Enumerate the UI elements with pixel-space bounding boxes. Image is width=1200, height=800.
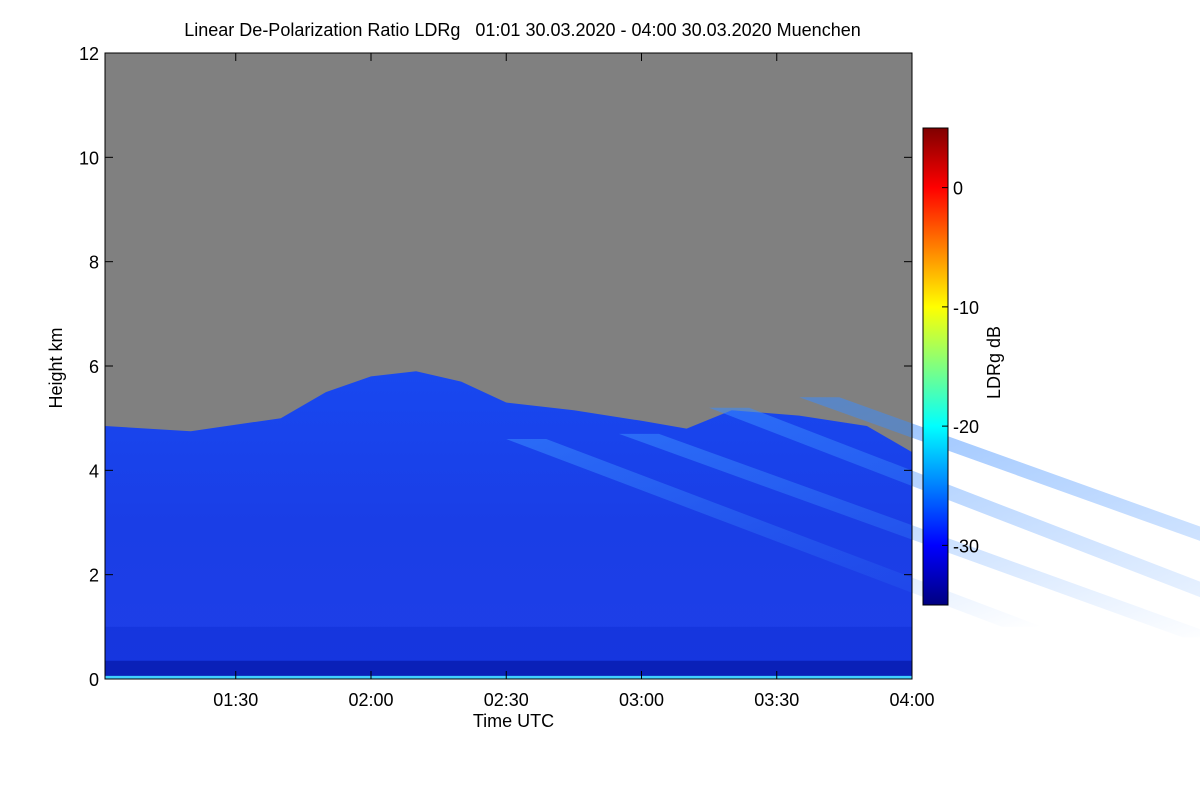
x-tick-label: 01:30 <box>213 690 258 710</box>
x-tick-label: 02:00 <box>348 690 393 710</box>
colorbar-tick-label: -10 <box>953 298 979 318</box>
cloud-region <box>105 371 912 679</box>
fall-streak <box>709 407 1200 598</box>
surface-signal <box>105 675 912 679</box>
chart-title: Linear De-Polarization Ratio LDRg 01:01 … <box>184 20 861 40</box>
colorbar-tick-label: 0 <box>953 179 963 199</box>
colorbar-label: LDRg dB <box>984 326 1004 399</box>
y-tick-label: 12 <box>79 44 99 64</box>
fall-streak <box>618 433 1200 638</box>
y-axis-label: Height km <box>46 327 66 408</box>
x-tick-label: 02:30 <box>484 690 529 710</box>
x-tick-label: 03:30 <box>754 690 799 710</box>
x-tick-label: 04:00 <box>889 690 934 710</box>
y-tick-label: 10 <box>79 148 99 168</box>
y-tick-label: 8 <box>89 253 99 273</box>
y-tick-label: 6 <box>89 357 99 377</box>
surface-layer <box>105 660 912 679</box>
colorbar-tick-label: -20 <box>953 417 979 437</box>
colorbar <box>922 127 949 606</box>
colorbar-tick-label: -30 <box>953 536 979 556</box>
fall-streak <box>799 397 1200 541</box>
y-tick-label: 0 <box>89 670 99 690</box>
x-axis-label: Time UTC <box>473 711 554 731</box>
fall-streak <box>506 439 1043 627</box>
y-tick-label: 4 <box>89 461 99 481</box>
x-tick-label: 03:00 <box>619 690 664 710</box>
y-tick-label: 2 <box>89 566 99 586</box>
